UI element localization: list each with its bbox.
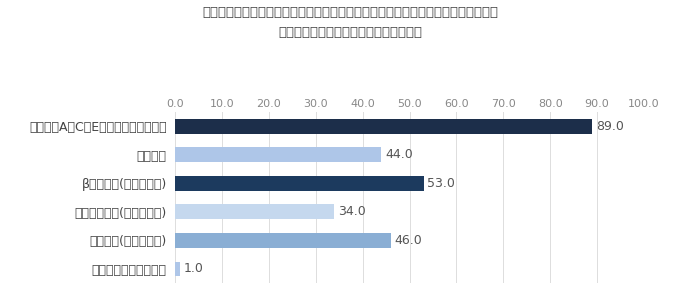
Text: 「韓国産パプリカ」に含まれる栄養素で、積極的に摂取したいものはありますか。
あてはまるものを全てお答えください。: 「韓国産パプリカ」に含まれる栄養素で、積極的に摂取したいものはありますか。 あて… [202, 6, 498, 39]
Bar [175, 176, 424, 191]
Text: 44.0: 44.0 [385, 148, 413, 161]
Text: 1.0: 1.0 [183, 263, 203, 276]
Text: 34.0: 34.0 [338, 205, 366, 218]
Bar [175, 148, 382, 162]
Text: 46.0: 46.0 [395, 234, 422, 247]
Bar [175, 119, 592, 134]
Text: 53.0: 53.0 [427, 177, 455, 190]
Bar [175, 262, 180, 276]
Bar [175, 233, 391, 248]
Bar [175, 204, 335, 219]
Text: 89.0: 89.0 [596, 120, 624, 133]
